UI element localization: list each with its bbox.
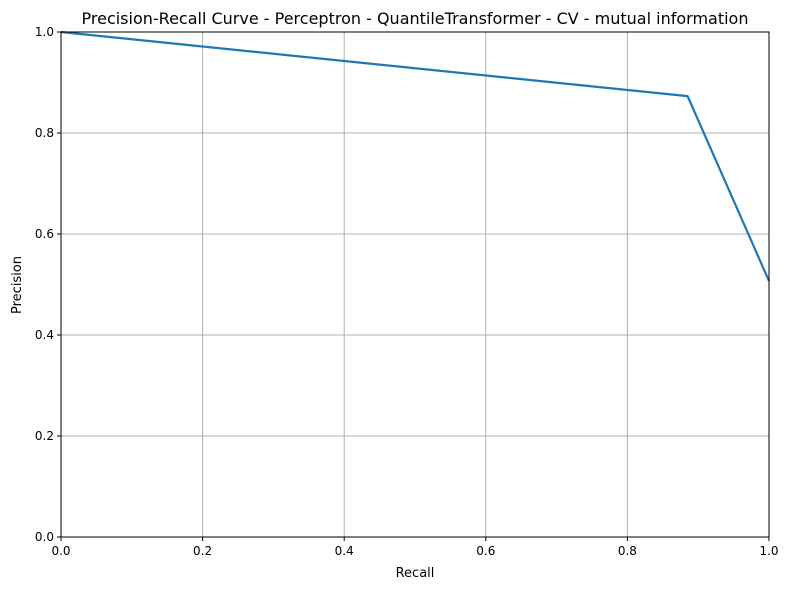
x-tick-label: 0.6 bbox=[476, 544, 495, 558]
axes-frame bbox=[60, 31, 770, 538]
x-tick-label: 0.0 bbox=[51, 544, 70, 558]
x-tick-label: 0.8 bbox=[618, 544, 637, 558]
y-tick-label: 0.2 bbox=[35, 429, 54, 443]
plot-area bbox=[60, 30, 771, 282]
y-axis-label: Precision bbox=[10, 256, 25, 314]
y-tick-label: 0.4 bbox=[35, 328, 54, 342]
y-tick-label: 1.0 bbox=[35, 25, 54, 39]
x-axis-label: Recall bbox=[396, 566, 435, 581]
series-line-0 bbox=[60, 30, 771, 282]
chart-title: Precision-Recall Curve - Perceptron - Qu… bbox=[82, 9, 749, 28]
y-tick-label: 0.8 bbox=[35, 126, 54, 140]
x-tick-label: 1.0 bbox=[759, 544, 778, 558]
grid bbox=[60, 31, 770, 538]
y-tick-label: 0.0 bbox=[35, 530, 54, 544]
x-tick-label: 0.2 bbox=[193, 544, 212, 558]
x-tick-label: 0.4 bbox=[335, 544, 354, 558]
x-axis-ticks: 0.0 0.2 0.4 0.6 0.8 1.0 bbox=[51, 537, 779, 558]
y-axis-ticks: 0.0 0.2 0.4 0.6 0.8 1.0 bbox=[35, 25, 61, 544]
y-tick-label: 0.6 bbox=[35, 227, 54, 241]
